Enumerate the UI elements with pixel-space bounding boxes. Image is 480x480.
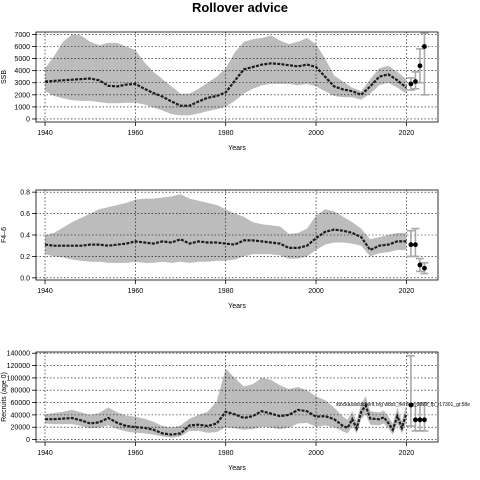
forecast-point: [417, 63, 423, 69]
x-tick-label: 1960: [128, 450, 144, 457]
y-tick-label: 0: [26, 116, 30, 123]
median-line: [45, 403, 408, 436]
forecast-point: [413, 242, 418, 248]
y-tick-label: 2000: [14, 92, 30, 99]
y-tick-label: 40000: [11, 412, 31, 419]
y-axis-label: Recruits (age 0): [1, 372, 8, 422]
recruitment-panel: 1940 1960 1980 2000 2020 0 20000 40000 60000 8000…: [1, 351, 470, 472]
y-tick-label: 0: [26, 437, 30, 444]
y-tick-label: 0.8: [20, 190, 30, 197]
y-tick-label: 0.4: [20, 233, 30, 240]
median-line: [44, 228, 407, 252]
y-tick-label: 5000: [14, 56, 30, 63]
forecast-point: [422, 417, 427, 423]
forecast-point: [417, 417, 423, 423]
y-tick-label: 20000: [11, 425, 31, 432]
x-tick-label: 1940: [37, 130, 53, 137]
plot-frame: [35, 31, 439, 123]
y-tick-label: 0.6: [20, 211, 30, 218]
y-axis-label: F4–6: [1, 227, 8, 243]
x-tick-label: 2000: [308, 288, 324, 295]
forecast-point: [413, 79, 418, 84]
y-tick-label: 6000: [14, 44, 30, 51]
forecast-point: [408, 402, 414, 408]
x-tick-label: 2020: [399, 288, 415, 295]
x-tick-label: 1960: [128, 288, 144, 295]
y-tick-label: 3000: [14, 80, 30, 87]
x-tick-label: 2020: [399, 450, 415, 457]
y-tick-label: 120000: [7, 363, 30, 370]
forecast-point: [422, 44, 427, 49]
ssb-panel: 1940 1960 1980 2000 2020 0 1000 2000 3000 4000 500…: [1, 31, 439, 152]
y-tick-label: 80000: [11, 388, 31, 395]
y-axis-label: SSB: [1, 70, 8, 84]
x-tick-label: 1980: [218, 130, 234, 137]
x-tick-label: 1940: [37, 288, 53, 295]
x-tick-label: 1940: [37, 450, 53, 457]
x-tick-label: 2000: [308, 450, 324, 457]
forecast-point: [422, 265, 427, 271]
x-axis-label: Years: [228, 145, 246, 152]
fishing-mortality-panel: 1940 1960 1980 2000 2020 0.0 0.2 0.4 0.6 0.8 Years…: [1, 189, 439, 310]
confidence-band: [45, 368, 407, 438]
y-tick-label: 0.2: [20, 254, 30, 261]
x-axis-label: Years: [228, 303, 246, 310]
y-tick-label: 60000: [11, 400, 31, 407]
y-tick-label: 140000: [7, 351, 30, 358]
y-tick-label: 4000: [14, 68, 30, 75]
x-tick-label: 1980: [218, 450, 234, 457]
figure-title: Rollover advice: [192, 0, 288, 15]
forecast-point: [417, 262, 423, 268]
forecast-point: [408, 242, 414, 248]
x-tick-label: 1980: [218, 288, 234, 295]
x-tick-label: 2020: [399, 130, 415, 137]
forecast-point: [413, 417, 418, 423]
median-line: [44, 62, 408, 107]
y-tick-label: 1000: [14, 104, 30, 111]
x-tick-label: 1960: [128, 130, 144, 137]
y-tick-label: 7000: [14, 32, 30, 39]
plot-frame: [35, 351, 439, 443]
stock-assessment-annotation: stockassessment.org wbss_herring_2022_fp…: [336, 402, 470, 408]
forecast-point: [408, 81, 414, 87]
x-axis-label: Years: [228, 465, 246, 472]
y-tick-label: 0.0: [20, 275, 30, 282]
x-tick-label: 2000: [308, 130, 324, 137]
y-tick-label: 100000: [7, 375, 30, 382]
